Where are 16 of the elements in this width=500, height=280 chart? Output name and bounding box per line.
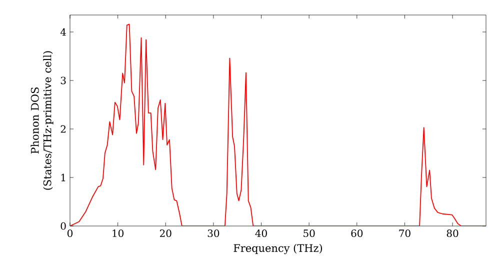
x-tick-label: 30 [208,230,220,238]
y-tick-label: 0 [60,222,66,230]
x-tick-label: 60 [351,230,363,238]
y-tick-label: 2 [60,125,66,133]
x-tick-label: 20 [160,230,172,238]
y-tick-label: 4 [60,28,66,36]
x-tick-label: 50 [304,230,315,238]
y-tick-label: 3 [60,76,66,84]
x-tick-label: 10 [112,230,124,238]
x-tick-label: 80 [446,230,458,238]
x-tick-label: 70 [399,230,410,238]
x-tick-label: 40 [255,230,267,238]
x-axis-title: Frequency (THz) [234,244,322,254]
y-tick-label: 1 [61,174,66,182]
x-tick-label: 0 [67,230,73,238]
y-axis-title: Phonon DOS (States/THz·primitive cell) [30,51,54,190]
